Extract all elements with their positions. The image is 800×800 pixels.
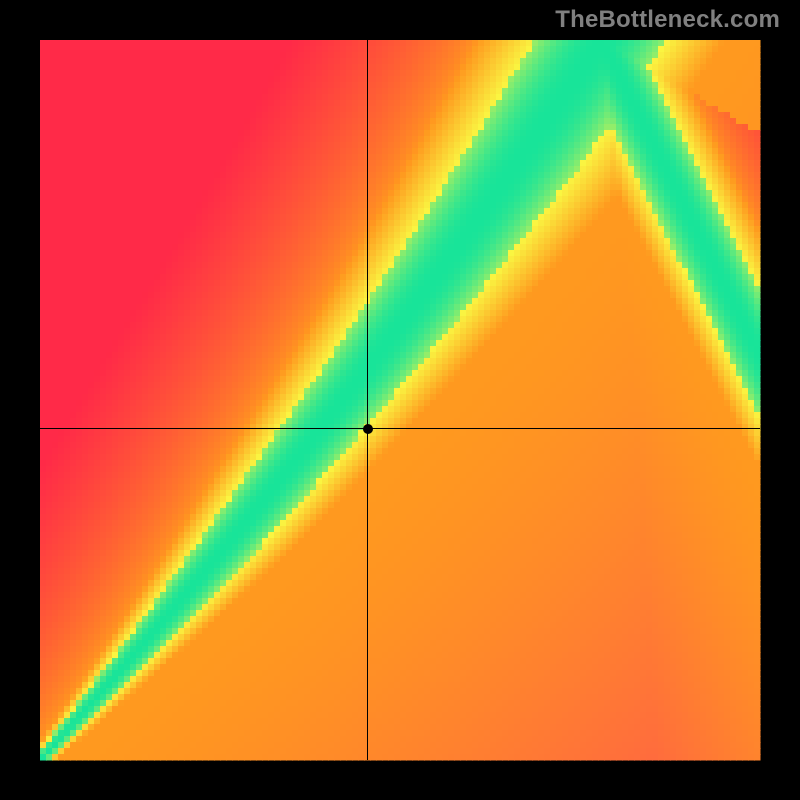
chart-container: TheBottleneck.com	[0, 0, 800, 800]
heatmap-canvas	[0, 0, 800, 800]
crosshair-horizontal	[40, 428, 760, 429]
crosshair-vertical	[367, 40, 368, 760]
watermark-text: TheBottleneck.com	[555, 6, 780, 34]
crosshair-dot	[363, 424, 373, 434]
